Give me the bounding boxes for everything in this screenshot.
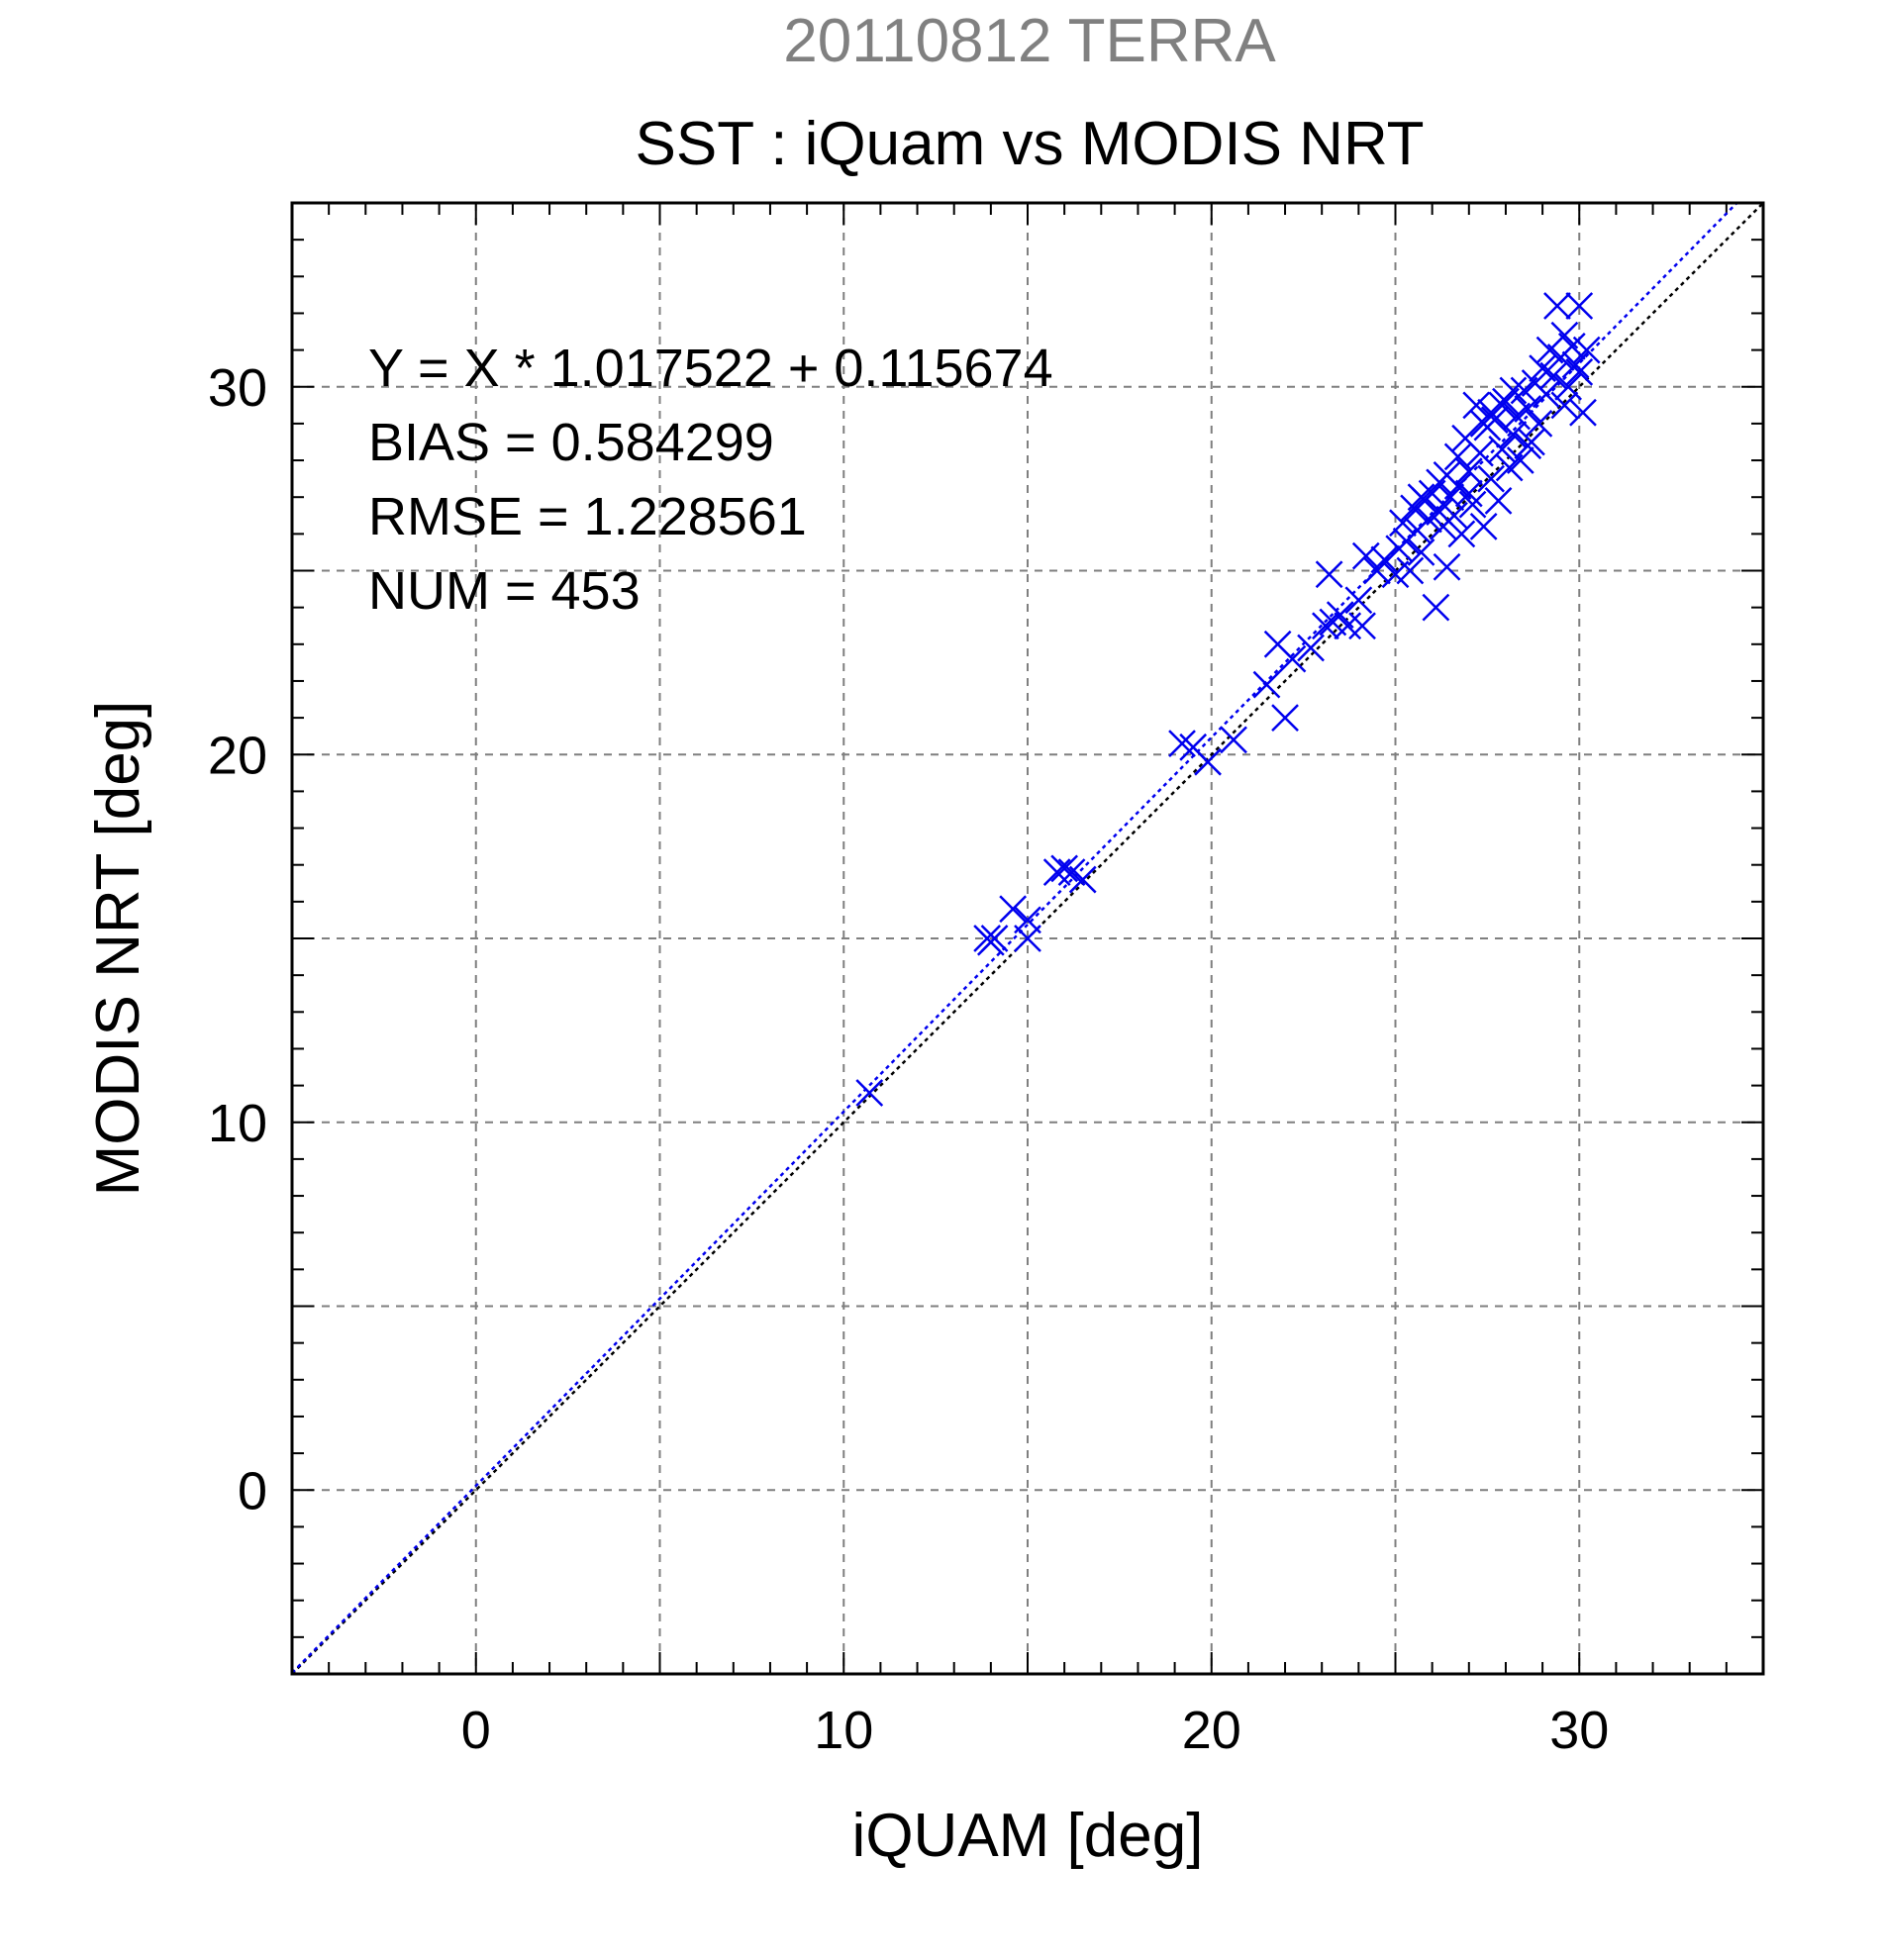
data-point: [1168, 730, 1196, 757]
data-point: [1050, 854, 1079, 883]
x-axis-label: iQUAM [deg]: [852, 1802, 1204, 1870]
stats-annotation: Y = X * 1.017522 + 0.115674 BIAS = 0.584…: [368, 339, 1053, 621]
data-point: [1396, 556, 1425, 585]
data-point: [1469, 513, 1498, 540]
data-point: [1543, 292, 1571, 320]
data-point: [1561, 350, 1590, 379]
annotation-num: NUM = 453: [368, 561, 641, 621]
data-point: [1525, 410, 1553, 438]
y-tick-label: 10: [208, 1094, 267, 1153]
data-point: [1194, 747, 1222, 776]
data-point: [1506, 446, 1534, 474]
data-point: [1014, 925, 1041, 952]
x-tick-label: 10: [814, 1701, 873, 1760]
data-point: [999, 895, 1028, 924]
data-point: [1297, 634, 1325, 662]
data-point: [1454, 457, 1483, 486]
x-tick-label: 0: [461, 1701, 491, 1760]
y-axis-label: MODIS NRT [deg]: [84, 701, 152, 1197]
y-tick-label: 30: [208, 358, 267, 418]
data-point: [1514, 395, 1542, 423]
grid: [292, 203, 1763, 1674]
minor-ticks: [292, 203, 1763, 1674]
x-tick-label: 20: [1182, 1701, 1241, 1760]
annotation-fit-equation: Y = X * 1.017522 + 0.115674: [368, 339, 1053, 398]
data-point: [1554, 372, 1582, 401]
data-point: [1433, 552, 1461, 581]
chart-supertitle: 20110812 TERRA: [783, 7, 1276, 75]
data-point: [1499, 376, 1528, 405]
data-point: [1271, 704, 1299, 732]
data-point: [1315, 560, 1343, 589]
chart-title: SST : iQuam vs MODIS NRT: [636, 110, 1425, 178]
fit-line: [291, 202, 1738, 1674]
x-tick-label: 30: [1549, 1701, 1609, 1760]
data-point: [1488, 391, 1517, 420]
data-point: [855, 1079, 884, 1107]
data-point: [1351, 541, 1380, 570]
data-point: [1539, 361, 1568, 390]
y-tick-label: 0: [238, 1461, 267, 1520]
data-point: [1514, 432, 1542, 460]
data-point: [1344, 586, 1373, 615]
data-point: [1422, 593, 1450, 622]
data-point: [1220, 726, 1247, 754]
data-point: [1447, 520, 1476, 548]
data-point: [1389, 509, 1417, 538]
data-point: [1499, 421, 1528, 448]
data-point: [1454, 479, 1483, 508]
data-point: [1252, 670, 1281, 699]
data-point: [980, 925, 1009, 952]
data-point: [1334, 612, 1362, 640]
y-tick-label: 20: [208, 726, 267, 785]
annotation-bias: BIAS = 0.584299: [368, 413, 774, 472]
plot-frame: [290, 201, 1765, 1676]
data-point: [1565, 358, 1594, 386]
data-point: [1440, 501, 1468, 530]
data-point: [1426, 468, 1453, 497]
data-point: [1278, 644, 1307, 673]
data-point: [1477, 464, 1505, 493]
data-point: [1550, 391, 1579, 420]
data-points: [855, 292, 1601, 1107]
data-point: [1407, 539, 1436, 566]
data-point: [1443, 442, 1472, 471]
data-point: [1042, 858, 1071, 887]
data-point: [1462, 391, 1491, 420]
data-point: [1370, 545, 1399, 574]
tick-labels: 0 10 20 30 0 10 20 30: [208, 358, 1609, 1760]
data-point: [1565, 292, 1594, 320]
data-point: [1312, 612, 1339, 640]
data-point: [1569, 398, 1597, 427]
data-point: [1484, 487, 1513, 515]
data-point: [1572, 336, 1601, 364]
annotation-rmse: RMSE = 1.228561: [368, 487, 807, 546]
data-point: [1068, 865, 1097, 894]
data-point: [1407, 483, 1436, 512]
data-point: [1532, 380, 1560, 409]
data-point: [1458, 490, 1487, 519]
data-point: [1348, 612, 1376, 640]
data-point: [1488, 436, 1517, 463]
